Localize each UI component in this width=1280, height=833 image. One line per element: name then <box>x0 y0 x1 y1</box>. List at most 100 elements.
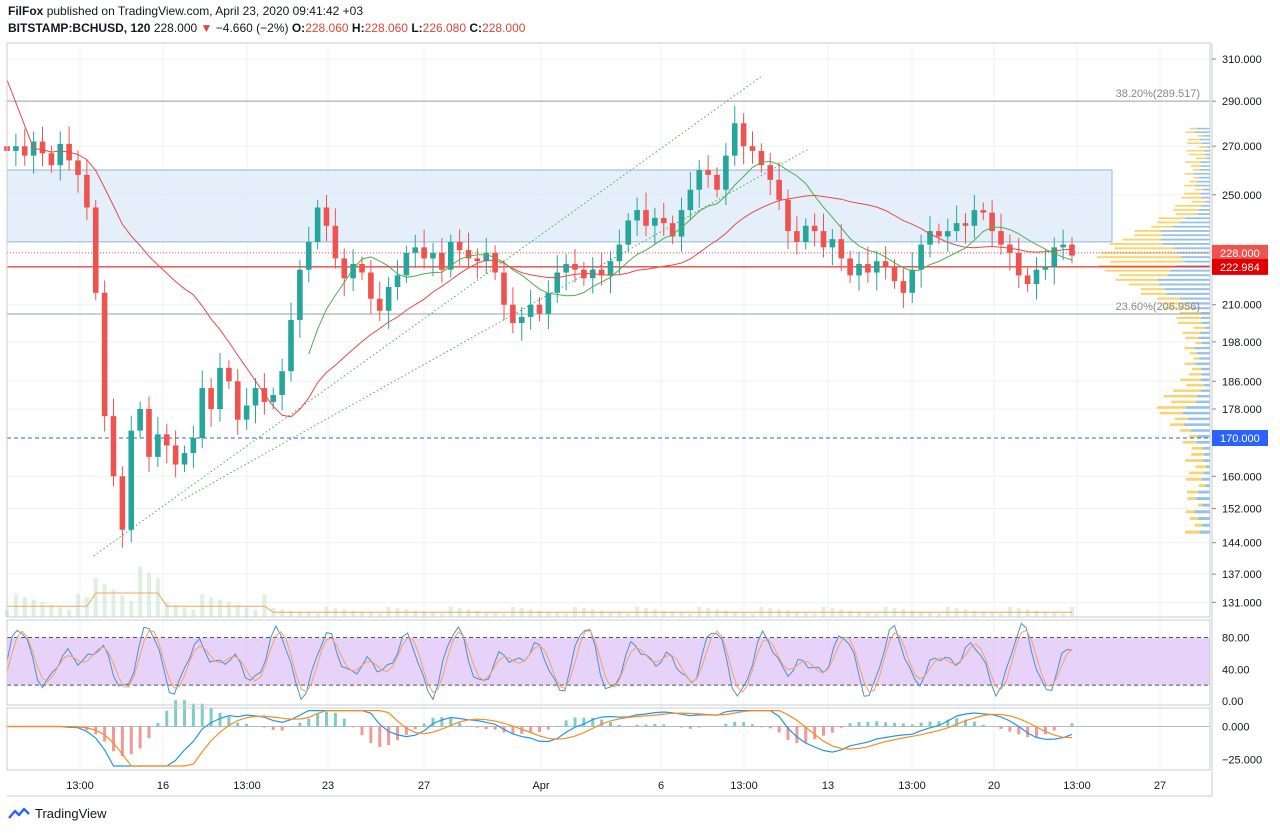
candle <box>634 197 640 236</box>
candle-body <box>1051 247 1058 267</box>
candle <box>944 218 951 252</box>
candle <box>669 215 676 245</box>
candle-body <box>226 367 232 382</box>
macd-histogram-bar <box>529 726 533 733</box>
candle <box>163 424 170 464</box>
volume-bar <box>1034 610 1039 617</box>
volume-bar <box>164 602 169 617</box>
volume-bar <box>102 583 107 617</box>
candle <box>873 251 880 291</box>
candle <box>75 150 81 193</box>
symbol-label[interactable]: BITSTAMP:BCHUSD, 120 <box>8 21 151 35</box>
macd-histogram-bar <box>245 723 249 727</box>
macd-histogram-bar <box>804 726 808 743</box>
macd-histogram-bar <box>174 700 178 727</box>
resistance-zone <box>6 169 1113 243</box>
volume-profile-bar <box>1201 204 1210 207</box>
candle-body <box>208 388 214 410</box>
volume-profile-bar <box>1186 383 1204 387</box>
volume-profile-bar <box>1197 516 1210 521</box>
author-name[interactable]: FilFox <box>8 4 44 18</box>
price-axis[interactable]: 310.000 290.000 270.000 250.000 228.000 210.0… <box>1212 54 1262 766</box>
volume-profile-bar <box>1160 238 1210 241</box>
macd-histogram-bar <box>786 726 790 741</box>
volume-profile-bar <box>1202 523 1210 527</box>
volume-bar <box>537 610 542 617</box>
macd-histogram-bar <box>857 721 861 727</box>
volume-bar <box>173 604 178 617</box>
candle-body <box>385 286 392 311</box>
volume-profile-bar <box>1201 477 1210 481</box>
volume-profile-bar <box>1194 523 1203 527</box>
volume-profile-bar <box>1122 238 1161 241</box>
candle-body <box>625 220 632 245</box>
candle <box>598 252 605 286</box>
macd-histogram-bar <box>1017 726 1021 735</box>
volume-profile-bar <box>1184 260 1210 263</box>
volume-profile-bar <box>1205 326 1210 329</box>
candle-body <box>678 210 685 237</box>
macd-histogram-bar <box>671 725 675 727</box>
fib-level-label: 38.20%(289.517) <box>1116 88 1200 100</box>
volume-profile-bar <box>1175 417 1189 421</box>
candle <box>421 229 427 269</box>
volume-profile-bar <box>1198 484 1206 488</box>
volume-bar <box>466 609 471 617</box>
candle <box>297 259 303 338</box>
time-tick-label: 13:00 <box>66 780 94 792</box>
time-tick-label: 6 <box>658 780 664 792</box>
volume-profile-bar <box>1185 131 1195 133</box>
candle <box>776 162 782 210</box>
volume-profile-bar <box>1195 157 1206 160</box>
volume-profile-bar <box>1184 192 1201 195</box>
candle-body <box>989 212 995 232</box>
candle-body <box>110 416 117 477</box>
volume-bar <box>741 612 746 617</box>
volume-bar <box>555 612 560 617</box>
volume-profile-bar <box>1182 331 1200 334</box>
volume-bars <box>5 566 1074 617</box>
volume-profile-bar <box>1202 188 1210 191</box>
candle-body <box>412 247 419 253</box>
volume-bar <box>688 613 693 617</box>
chart-canvas[interactable]: 38.20%(289.517) 23.60%(206.956) 310.000 29… <box>0 0 1280 800</box>
volume-profile-bar <box>1101 251 1178 254</box>
volume-bar <box>235 604 240 617</box>
candle-body <box>660 217 667 224</box>
macd-histogram-bar <box>653 724 657 727</box>
candle <box>971 195 978 239</box>
macd-histogram-bar <box>813 726 817 740</box>
volume-bar <box>67 609 72 617</box>
macd-histogram-bar <box>360 726 364 736</box>
stoch-tick-label: 80.00 <box>1222 632 1250 644</box>
volume-profile-bar <box>1191 429 1210 432</box>
volume-bar <box>972 610 977 617</box>
macd-histogram-bar <box>884 722 888 727</box>
time-axis[interactable]: 13:00 16 13:00 23 27 Apr 6 13:00 13 13:00 20 13:00 2… <box>66 780 1166 792</box>
macd-histogram-bar <box>751 724 754 727</box>
volume-profile-bar <box>1199 146 1207 148</box>
volume-profile-bar <box>1187 138 1200 141</box>
moving-average-green <box>308 160 1073 355</box>
macd-histogram-bar <box>351 726 355 728</box>
open-value: 228.060 <box>305 21 349 35</box>
candle <box>749 131 756 164</box>
volume-profile-bar <box>1140 288 1165 291</box>
candle <box>110 398 117 487</box>
brand-name[interactable]: TradingView <box>35 806 107 821</box>
volume-profile-bar <box>1162 234 1210 237</box>
volume-profile-bar <box>1199 357 1210 360</box>
volume-profile-bar <box>1162 242 1210 245</box>
volume-profile-bar <box>1196 352 1210 355</box>
candle-body <box>323 207 330 226</box>
macd-histogram-bar <box>706 726 710 727</box>
candle <box>119 466 126 548</box>
macd-histogram-bar <box>396 726 399 741</box>
candle-body <box>962 223 969 226</box>
macd-histogram-bar <box>147 726 151 739</box>
macd-histogram-bar <box>617 724 621 727</box>
macd-histogram-bar <box>378 726 382 748</box>
candle <box>652 207 658 244</box>
candle-body <box>643 210 649 226</box>
candle-body <box>421 247 427 259</box>
